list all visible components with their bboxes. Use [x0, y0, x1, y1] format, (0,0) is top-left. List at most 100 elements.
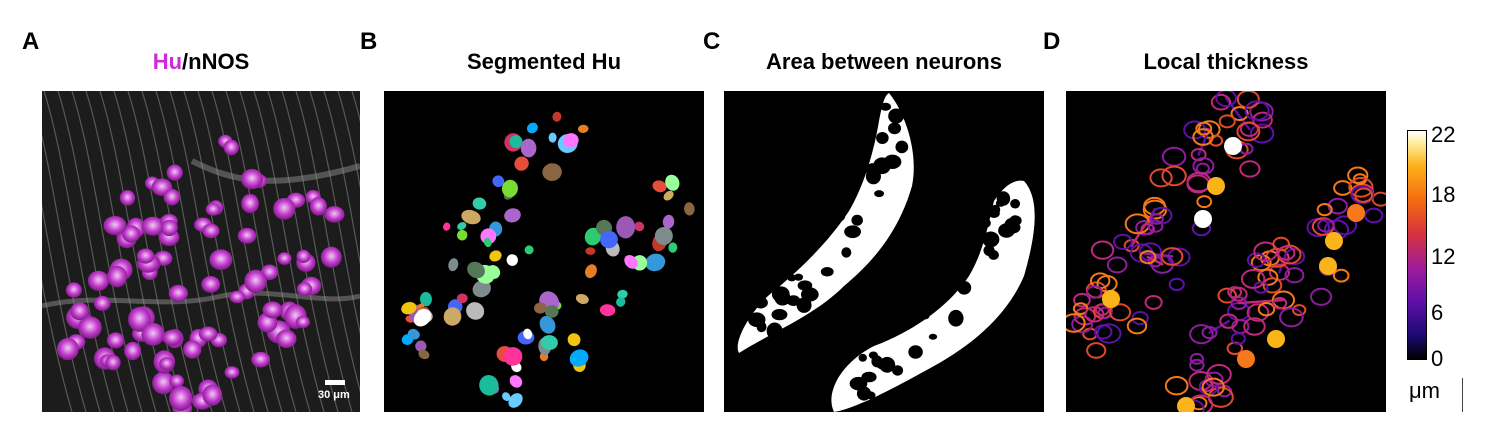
segmented-neuron — [504, 208, 521, 223]
thickness-hotspot — [1325, 232, 1343, 250]
nerve-fiber — [281, 91, 353, 412]
segmented-neuron — [483, 237, 492, 248]
panel-letter-c: C — [703, 28, 721, 55]
neuron-cell — [209, 249, 233, 271]
segmented-neuron — [548, 132, 557, 143]
thickness-ring — [1284, 267, 1305, 284]
segmented-neuron — [654, 226, 673, 245]
colorbar-tick: 22 — [1431, 122, 1456, 147]
neuron-hole — [948, 309, 964, 327]
thickness-ring — [1276, 245, 1296, 261]
thickness-ring — [1168, 277, 1185, 292]
neuron-cell — [159, 357, 175, 371]
segmented-neuron — [616, 297, 626, 307]
segmented-neuron — [506, 254, 518, 266]
neuron-hole — [927, 254, 938, 263]
nerve-fiber — [309, 91, 360, 335]
segmented-neuron — [585, 264, 597, 279]
neuron-cell — [205, 202, 221, 216]
thickness-ring — [1348, 177, 1374, 198]
colorbar-tick: 18 — [1431, 182, 1456, 207]
neuron-cell — [251, 351, 271, 368]
panel-title-d: Local thickness — [1143, 49, 1309, 74]
colorbar — [1407, 130, 1427, 360]
thickness-ring — [1189, 324, 1214, 345]
neuron-cell — [262, 301, 283, 319]
neuron-cell — [169, 385, 193, 411]
neuron-cell — [237, 227, 257, 244]
thickness-segment — [1140, 251, 1174, 258]
neuron-hole — [766, 322, 783, 340]
segmented-neuron — [472, 197, 487, 210]
panel-letter-a: A — [22, 28, 40, 55]
thickness-ring — [1066, 313, 1086, 333]
segmented-neuron — [575, 293, 589, 305]
neuron-hole — [855, 126, 866, 134]
neuron-cell — [166, 164, 183, 181]
thickness-hotspot — [1267, 330, 1285, 348]
colorbar-tick: 6 — [1431, 300, 1444, 325]
neuron-hole — [844, 225, 861, 239]
neuron-cell — [141, 216, 165, 236]
neuron-cell — [106, 332, 125, 349]
nerve-fiber — [42, 203, 87, 412]
thickness-ring — [1085, 285, 1103, 299]
panel-title-a-hu: Hu — [152, 49, 183, 74]
thickness-hotspot — [1224, 137, 1242, 155]
thickness-ring — [1096, 323, 1122, 344]
panel-title-a: Hu/nNOS — [42, 50, 360, 74]
segmented-neuron — [616, 216, 636, 239]
neuron-hole — [825, 149, 841, 164]
segmented-neuron — [443, 222, 451, 231]
segmented-neuron — [584, 227, 602, 246]
segmented-neuron — [585, 247, 596, 255]
segmented-svg — [384, 91, 704, 412]
segmented-neuron — [472, 280, 491, 298]
colorbar-tick: 0 — [1431, 346, 1444, 371]
thickness-ring — [1332, 268, 1350, 283]
neuron-hole — [876, 358, 890, 370]
segmented-neuron — [479, 375, 499, 396]
thickness-ring — [1230, 332, 1246, 345]
thickness-ring — [1239, 160, 1261, 178]
segmented-neuron — [569, 349, 589, 367]
thickness-ring — [1316, 203, 1333, 217]
neuron-cell — [141, 322, 165, 346]
scale-bar — [325, 380, 345, 385]
neuron-cell — [296, 249, 311, 263]
neuron-cell — [119, 190, 136, 206]
neuron-cell — [324, 206, 345, 223]
neuron-cell — [93, 295, 111, 312]
thickness-hotspot — [1347, 204, 1365, 222]
neuron-hole — [957, 281, 972, 295]
thickness-ring — [1244, 100, 1270, 121]
thickness-ring — [1253, 241, 1278, 262]
neuron-hole — [879, 102, 892, 111]
neuron-cell — [78, 316, 102, 339]
thickness-ring — [1257, 268, 1279, 286]
neuron-cell — [105, 354, 121, 371]
segmented-neuron — [665, 174, 680, 191]
panel-title-b: Segmented Hu — [466, 49, 622, 74]
neuron-hole — [876, 132, 889, 145]
segmented-neuron — [523, 328, 533, 340]
neuron-cell — [223, 139, 239, 156]
neuron-cell — [56, 337, 79, 361]
nerve-fiber — [225, 91, 297, 412]
neuron-cell — [65, 282, 82, 298]
segmented-neuron — [577, 124, 589, 133]
thickness-ring — [1086, 342, 1107, 359]
neuron-hole — [851, 214, 863, 226]
neuron-hole — [771, 308, 788, 321]
neuron-hole — [982, 231, 1000, 248]
thickness-ring — [1189, 353, 1204, 365]
segmented-neuron — [492, 175, 505, 188]
micrograph-svg — [42, 91, 360, 412]
thickness-ring — [1160, 247, 1184, 266]
segmented-neuron — [486, 265, 501, 279]
segmented-neuron — [407, 328, 420, 340]
thickness-ring — [1204, 371, 1224, 388]
neuron-cell — [128, 306, 151, 332]
neuron-hole — [988, 208, 1000, 218]
thickness-ring — [1236, 91, 1260, 109]
